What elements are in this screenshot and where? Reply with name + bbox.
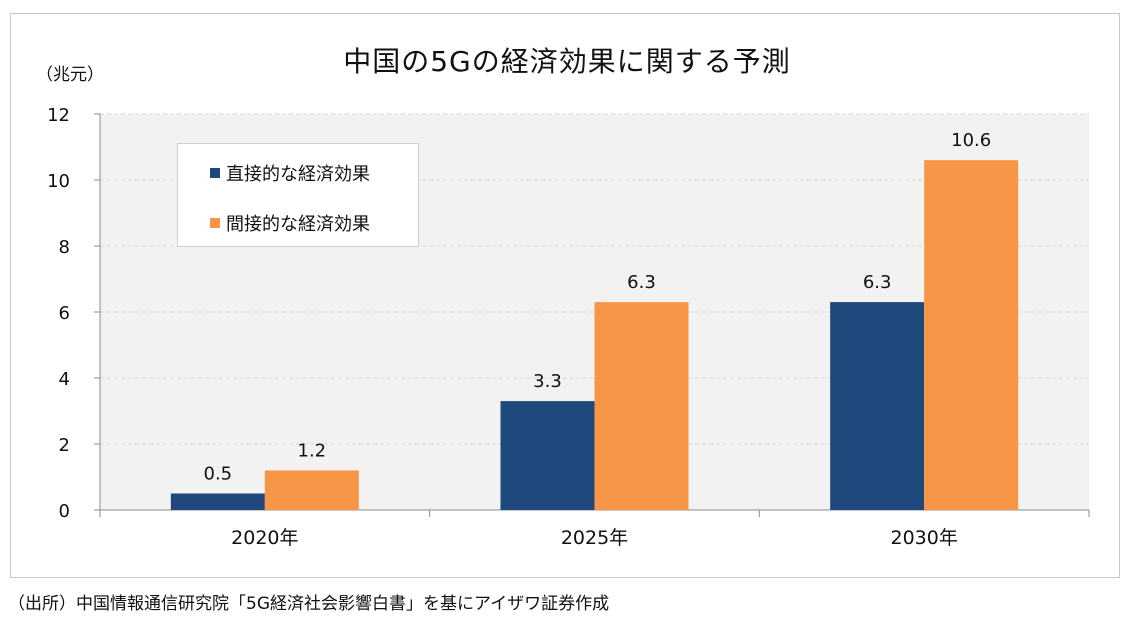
data-label: 10.6 (951, 130, 991, 151)
legend-swatch-direct (210, 168, 220, 178)
y-axis-unit-label: （兆元） (36, 65, 104, 85)
legend-item-direct: 直接的な経済効果 (210, 160, 370, 186)
y-tick-label: 8 (59, 237, 70, 258)
data-label: 6.3 (863, 272, 892, 293)
bar-indirect (924, 160, 1019, 510)
data-label: 0.5 (204, 464, 233, 485)
y-tick-label: 10 (47, 171, 70, 192)
bar-indirect (594, 302, 689, 510)
y-tick-label: 0 (59, 501, 70, 522)
y-tick-label: 12 (47, 105, 70, 126)
bar-indirect (264, 470, 359, 510)
x-tick-label: 2020年 (231, 527, 298, 549)
data-label: 6.3 (627, 272, 656, 293)
bar-direct (170, 493, 265, 510)
x-tick-label: 2025年 (561, 527, 628, 549)
x-tick-label: 2030年 (890, 527, 957, 549)
legend-label-indirect: 間接的な経済効果 (226, 214, 370, 235)
bar-direct (500, 401, 595, 510)
y-tick-label: 6 (59, 303, 70, 324)
y-tick-label: 2 (59, 435, 70, 456)
legend-label-direct: 直接的な経済効果 (226, 164, 370, 185)
legend-item-indirect: 間接的な経済効果 (210, 210, 370, 236)
chart-legend: 直接的な経済効果 間接的な経済効果 (177, 143, 419, 247)
chart-title: 中国の5Gの経済効果に関する予測 (343, 45, 791, 78)
bar-direct (830, 302, 925, 510)
legend-swatch-indirect (210, 218, 220, 228)
data-label: 3.3 (533, 371, 562, 392)
source-note: （出所）中国情報通信研究院「5G経済社会影響白書」を基にアイザワ証券作成 (8, 594, 610, 614)
data-label: 1.2 (298, 440, 327, 461)
y-tick-label: 4 (59, 369, 70, 390)
